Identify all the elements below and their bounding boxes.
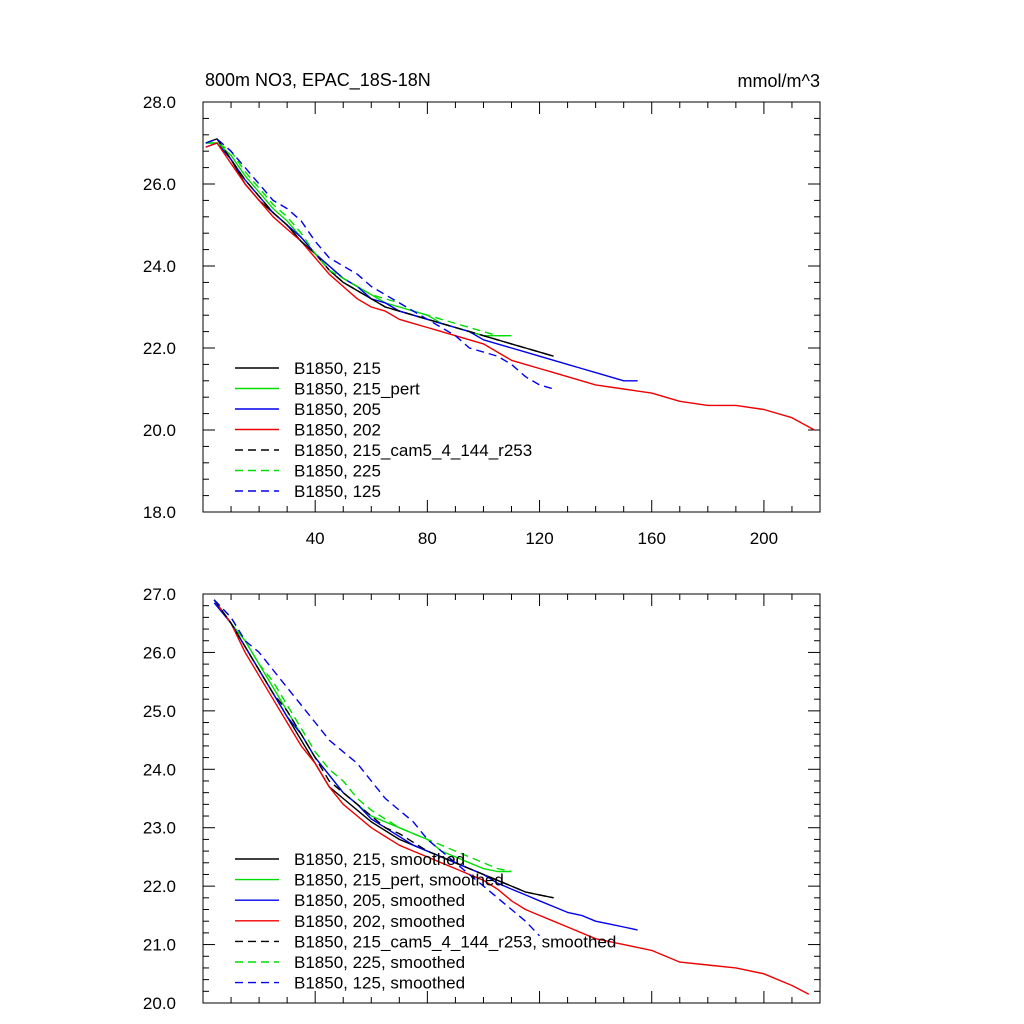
y-tick-label: 25.0 bbox=[143, 702, 176, 721]
top-legend-label-2: B1850, 205 bbox=[294, 400, 381, 419]
y-tick-label: 27.0 bbox=[143, 585, 176, 604]
top-plot-area bbox=[205, 138, 815, 431]
bottom-legend-label-5: B1850, 225, smoothed bbox=[294, 953, 465, 972]
x-tick-label: 120 bbox=[525, 529, 553, 548]
top-axis-ticks: 40 80 120 160 200 18.0 20.0 22.0 24.0 26.0 28.0 bbox=[143, 93, 820, 548]
bottom-legend-label-3: B1850, 202, smoothed bbox=[294, 912, 465, 931]
x-tick-label: 200 bbox=[750, 529, 778, 548]
y-tick-label: 24.0 bbox=[143, 760, 176, 779]
top-legend-label-3: B1850, 202 bbox=[294, 421, 381, 440]
top-series-line-3 bbox=[205, 142, 815, 431]
top-plot-frame bbox=[202, 101, 821, 513]
y-tick-label: 22.0 bbox=[143, 877, 176, 896]
y-tick-label: 18.0 bbox=[143, 503, 176, 522]
y-tick-label: 21.0 bbox=[143, 936, 176, 955]
y-tick-label: 20.0 bbox=[143, 994, 176, 1013]
top-series-line-4 bbox=[205, 138, 554, 357]
units-label: mmol/m^3 bbox=[738, 71, 820, 91]
top-series-line-6 bbox=[205, 138, 554, 390]
bottom-series-line-2 bbox=[213, 602, 638, 931]
bottom-series-line-3 bbox=[213, 599, 810, 995]
chart-title: 800m NO3, EPAC_18S-18N bbox=[205, 70, 431, 91]
bottom-series-line-6 bbox=[213, 599, 541, 937]
x-tick-label: 80 bbox=[418, 529, 437, 548]
top-legend-label-1: B1850, 215_pert bbox=[294, 380, 420, 399]
bottom-series-line-5 bbox=[213, 599, 512, 873]
top-series-line-2 bbox=[205, 142, 638, 382]
y-tick-label: 22.0 bbox=[143, 339, 176, 358]
bottom-series-line-4 bbox=[213, 599, 554, 899]
bottom-panel: 20.0 21.0 22.0 23.0 24.0 25.0 26.0 27.0 B1850, … bbox=[143, 585, 821, 1013]
top-legend-label-5: B1850, 225 bbox=[294, 462, 381, 481]
y-tick-label: 20.0 bbox=[143, 421, 176, 440]
top-legend-label-0: B1850, 215 bbox=[294, 359, 381, 378]
top-series-line-5 bbox=[205, 142, 512, 337]
top-series-line-1 bbox=[205, 142, 512, 337]
y-tick-label: 28.0 bbox=[143, 93, 176, 112]
top-legend-label-4: B1850, 215_cam5_4_144_r253 bbox=[294, 441, 532, 460]
bottom-plot-area bbox=[213, 599, 810, 995]
bottom-legend-label-4: B1850, 215_cam5_4_144_r253, smoothed bbox=[294, 932, 616, 951]
x-tick-label: 160 bbox=[638, 529, 666, 548]
top-legend-label-6: B1850, 125 bbox=[294, 482, 381, 501]
y-tick-label: 23.0 bbox=[143, 819, 176, 838]
y-tick-label: 26.0 bbox=[143, 175, 176, 194]
bottom-plot-frame bbox=[202, 593, 821, 1004]
x-tick-label: 40 bbox=[306, 529, 325, 548]
bottom-legend-label-2: B1850, 205, smoothed bbox=[294, 891, 465, 910]
top-panel: 800m NO3, EPAC_18S-18N mmol/m^3 40 80 120 1… bbox=[143, 70, 821, 548]
y-tick-label: 24.0 bbox=[143, 257, 176, 276]
bottom-legend-label-0: B1850, 215, smoothed bbox=[294, 850, 465, 869]
y-tick-label: 26.0 bbox=[143, 643, 176, 662]
bottom-series-line-1 bbox=[213, 599, 512, 873]
bottom-legend-label-6: B1850, 125, smoothed bbox=[294, 974, 465, 993]
top-series-line-0 bbox=[205, 138, 554, 357]
bottom-legend-label-1: B1850, 215_pert, smoothed bbox=[294, 871, 504, 890]
bottom-legend: B1850, 215, smoothed B1850, 215_pert, smo… bbox=[235, 850, 616, 993]
